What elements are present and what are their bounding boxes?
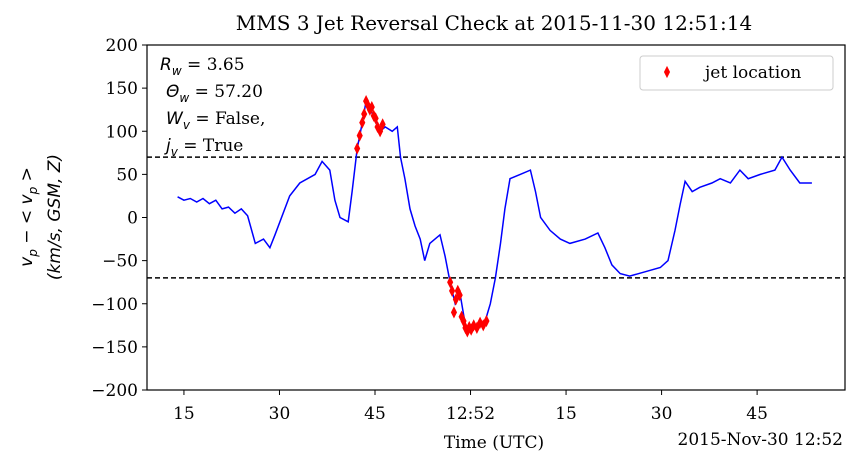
x-axis-label: Time (UTC) (444, 433, 544, 453)
jet-marker (359, 116, 366, 129)
x-tick-label: 45 (364, 404, 386, 424)
jet-marker (456, 289, 463, 302)
annotation-value: = False, (190, 109, 265, 129)
y-tick-label: 0 (127, 209, 138, 229)
x-tick-label: 45 (746, 404, 768, 424)
y-label-subscript: p (26, 249, 40, 258)
annotation-value: = 57.20 (189, 82, 263, 102)
chart-title: MMS 3 Jet Reversal Check at 2015-11-30 1… (236, 11, 752, 35)
jet-marker (450, 306, 458, 319)
y-tick-label: −150 (91, 338, 138, 358)
legend-box (639, 55, 834, 91)
y-tick-label: −100 (91, 295, 138, 315)
y-label-part: − < v (17, 193, 37, 249)
annotation: Rw = 3.65 (160, 55, 245, 78)
annotation-symbol: R (160, 55, 172, 75)
y-tick-label: 200 (106, 36, 138, 56)
y-axis-label: vp − < vp > (17, 167, 40, 267)
annotation-value: = 3.65 (182, 55, 245, 75)
y-tick-label: −200 (91, 381, 138, 401)
jet-marker (473, 321, 480, 335)
y-axis-label-line2: (km/s, GSM, Z) (45, 154, 65, 280)
annotation-subscript: w (179, 91, 189, 105)
jet-marker (356, 129, 363, 142)
y-label-part: > (17, 167, 37, 187)
y-tick-label: 50 (116, 165, 138, 185)
annotation-subscript: w (172, 64, 182, 78)
jet-marker (368, 100, 375, 114)
annotation-symbol: Θ (166, 82, 179, 102)
jet-marker (452, 293, 459, 306)
jet-marker (379, 118, 386, 131)
y-tick-label: 100 (106, 122, 138, 142)
annotation-symbol: W (166, 109, 184, 129)
x-tick-label: 30 (651, 404, 673, 424)
x-offset-label: 2015-Nov-30 12:52 (678, 430, 844, 450)
x-tick-label: 15 (173, 404, 195, 424)
y-label-subscript: p (26, 186, 40, 195)
y-label-part: v (17, 256, 37, 267)
jet-marker (372, 112, 379, 125)
plot-frame (146, 44, 846, 391)
annotation-value: = True (178, 136, 244, 156)
jet-marker (483, 314, 490, 328)
jet-marker (470, 319, 477, 332)
y-tick-label: 150 (106, 79, 138, 99)
legend-marker (663, 65, 671, 79)
jet-marker (377, 125, 384, 138)
jet-marker (354, 142, 361, 155)
annotation: Θw = 57.20 (166, 82, 263, 105)
x-tick-label: 12:52 (446, 404, 495, 424)
jet-marker (447, 276, 454, 289)
x-tick-label: 30 (269, 404, 291, 424)
annotation: jv = True (164, 136, 243, 159)
annotation-subscript: v (171, 145, 179, 159)
jet-marker (448, 284, 456, 297)
annotation-symbol: j (164, 136, 171, 156)
annotation-subscript: v (183, 118, 191, 132)
annotation: Wv = False, (166, 109, 265, 132)
y-tick-label: −50 (102, 252, 138, 272)
x-tick-label: 15 (555, 404, 577, 424)
legend-label: jet location (703, 63, 801, 83)
jet-marker (361, 107, 368, 121)
